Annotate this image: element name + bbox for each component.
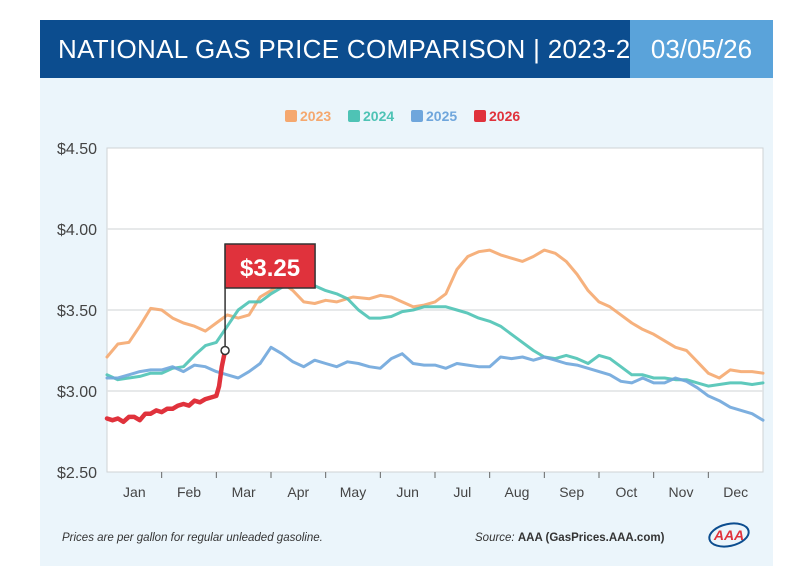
x-tick-label: Sep	[559, 484, 584, 500]
chart-title: NATIONAL GAS PRICE COMPARISON | 2023-202…	[40, 20, 674, 78]
source-label: Source:	[475, 532, 515, 544]
legend-swatch-2026	[474, 110, 486, 122]
x-tick-label: Jul	[453, 484, 471, 500]
chart-title-text: NATIONAL GAS PRICE COMPARISON	[58, 34, 526, 64]
header: NATIONAL GAS PRICE COMPARISON | 2023-202…	[40, 20, 773, 78]
footer-source: Source: AAA (GasPrices.AAA.com)	[475, 532, 664, 544]
y-tick-label: $4.50	[57, 141, 97, 158]
source-value: AAA (GasPrices.AAA.com)	[517, 532, 665, 544]
series-line-2026	[104, 348, 228, 425]
callout-marker	[220, 345, 230, 356]
x-tick-label: Oct	[615, 484, 637, 500]
y-tick-label: $3.50	[57, 303, 97, 320]
x-tick-label: Nov	[669, 484, 694, 500]
legend-swatch-2025	[411, 110, 423, 122]
x-tick-label: Dec	[723, 484, 748, 500]
callout-box	[224, 243, 316, 289]
legend-swatch-2024	[348, 110, 360, 122]
series-line-2025	[105, 345, 765, 422]
x-tick-label: May	[340, 484, 366, 500]
chart-date: 03/05/26	[630, 20, 773, 78]
x-tick-label: Aug	[505, 484, 530, 500]
legend-swatch-2023	[285, 110, 297, 122]
svg-text:AAA: AAA	[713, 527, 744, 543]
x-tick-label: Feb	[177, 484, 201, 500]
series-line-2024	[105, 281, 765, 388]
x-tick-label: Apr	[287, 484, 309, 500]
legend-label-2025: 2025	[426, 108, 457, 124]
callout-label: $3.25	[240, 255, 300, 282]
x-tick-label: Jun	[396, 484, 419, 500]
y-tick-label: $3.00	[57, 384, 97, 401]
legend-label-2023: 2023	[300, 108, 331, 124]
footer-note: Prices are per gallon for regular unlead…	[62, 532, 323, 544]
y-tick-label: $4.00	[57, 222, 97, 239]
series-line-2023	[105, 248, 765, 380]
legend-label-2026: 2026	[489, 108, 520, 124]
legend-label-2024: 2024	[363, 108, 394, 124]
x-tick-label: Jan	[123, 484, 146, 500]
x-tick-label: Mar	[232, 484, 256, 500]
aaa-logo: AAA	[708, 522, 750, 548]
y-tick-label: $2.50	[57, 465, 97, 482]
